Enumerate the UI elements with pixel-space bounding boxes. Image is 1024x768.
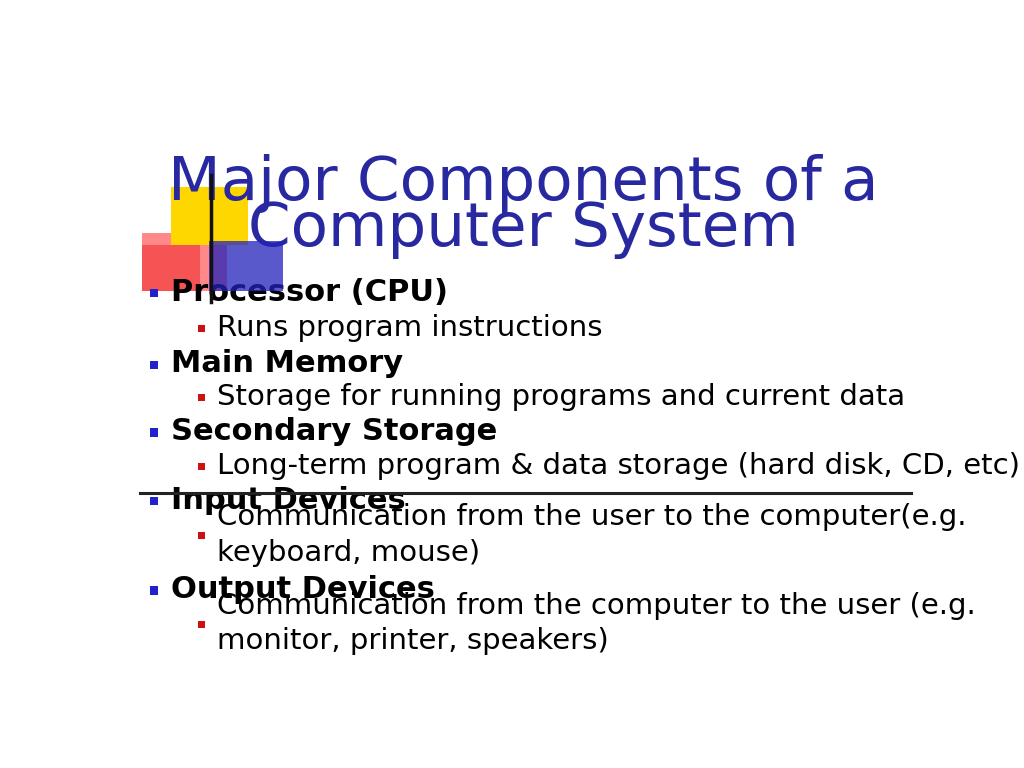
Bar [150,429,159,437]
Text: Input Devices: Input Devices [171,486,406,515]
Text: Communication from the computer to the user (e.g.
monitor, printer, speakers): Communication from the computer to the u… [217,591,976,655]
Text: Processor (CPU): Processor (CPU) [171,278,447,307]
Bar [209,241,283,291]
Bar [142,233,227,291]
Bar [198,463,205,470]
Bar [198,325,205,332]
Text: Storage for running programs and current data: Storage for running programs and current… [217,383,905,411]
Bar [150,289,159,297]
Text: Secondary Storage: Secondary Storage [171,417,497,446]
Bar [171,187,248,245]
Bar [142,245,200,291]
Text: Main Memory: Main Memory [171,349,402,379]
Bar [198,621,205,627]
Text: Major Components of a: Major Components of a [168,154,879,213]
Bar [198,532,205,539]
Bar [198,395,205,402]
Text: Runs program instructions: Runs program instructions [217,314,603,342]
Bar [150,586,159,594]
Bar [150,497,159,505]
Text: Output Devices: Output Devices [171,575,434,604]
Text: Computer System: Computer System [248,200,799,259]
Text: Communication from the user to the computer(e.g.
keyboard, mouse): Communication from the user to the compu… [217,503,967,567]
Bar [150,360,159,369]
Text: Long-term program & data storage (hard disk, CD, etc): Long-term program & data storage (hard d… [217,452,1020,479]
